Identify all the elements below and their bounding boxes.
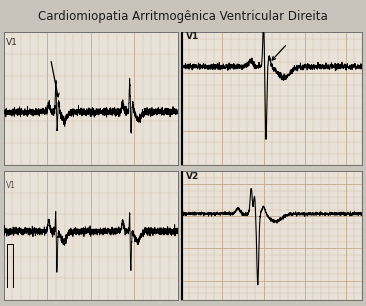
Text: Cardiomiopatia Arritmogênica Ventricular Direita: Cardiomiopatia Arritmogênica Ventricular… xyxy=(38,10,328,23)
Text: V1: V1 xyxy=(186,32,199,41)
Text: V1: V1 xyxy=(6,39,18,47)
Text: V1: V1 xyxy=(6,181,16,191)
Text: V2: V2 xyxy=(186,172,199,181)
